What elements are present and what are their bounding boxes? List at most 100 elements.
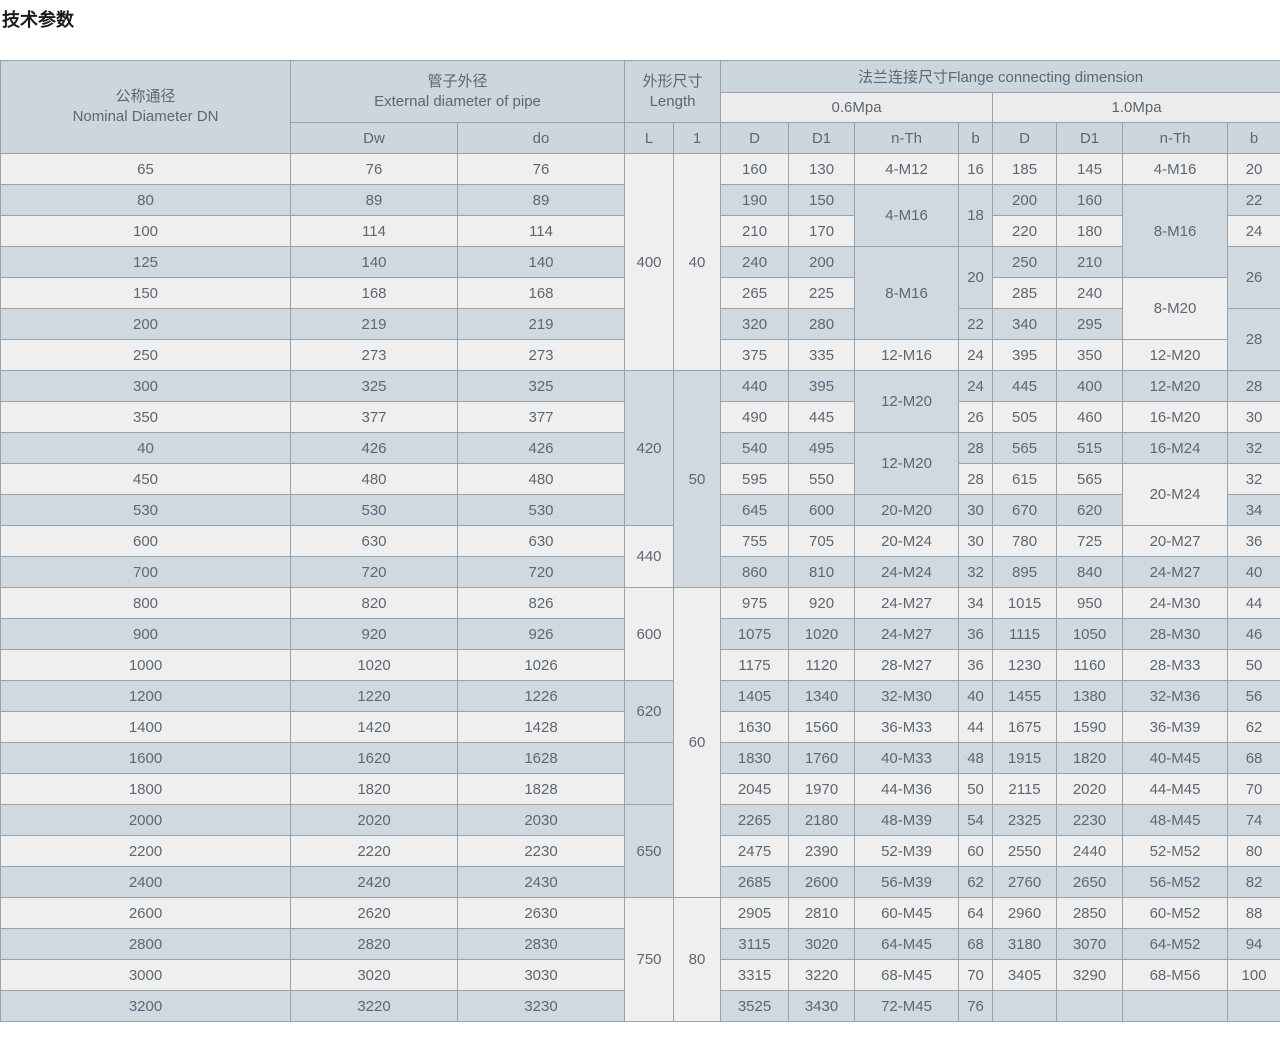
table-row: 1600 1620 1628 1830 1760 40-M33 48 1915 1820 40-M… xyxy=(0,742,1280,805)
header-col-l: 1 xyxy=(673,122,722,154)
table-body: 65 76 76 400 40 160 130 4-M12 16 185 145 4-M16 20 80 8… xyxy=(0,153,1280,1022)
header-col-dw: Dw xyxy=(290,122,458,154)
table-cell: 32-M30 xyxy=(854,680,960,712)
table-cell: 32 xyxy=(958,556,994,588)
table-cell: 595 xyxy=(720,463,790,495)
table-cell: 250 xyxy=(992,246,1058,278)
table-cell: 550 xyxy=(788,463,856,495)
table-cell: 76 xyxy=(958,990,994,1022)
table-cell: 8-M16 xyxy=(854,246,960,340)
table-cell: 16-M20 xyxy=(1122,401,1229,433)
table-cell: 1000 xyxy=(0,649,291,681)
table-cell: 840 xyxy=(1056,556,1124,588)
table-row: 1800 1820 1828 2045 1970 44-M36 50 2115 2020 44-M… xyxy=(0,773,1280,805)
table-row: 900 920 926 1075 1020 24-M27 36 1115 1050 28-M30 4… xyxy=(0,618,1280,650)
table-cell: 1830 xyxy=(720,742,790,774)
table-cell: 68-M56 xyxy=(1122,959,1229,991)
table-cell: 2685 xyxy=(720,866,790,898)
table-cell: 2905 xyxy=(720,897,790,929)
table-cell: 12-M20 xyxy=(1122,339,1229,371)
table-cell: 630 xyxy=(456,525,626,557)
table-cell: 340 xyxy=(992,308,1058,340)
table-cell: 480 xyxy=(290,463,458,495)
table-cell: 12-M20 xyxy=(854,432,960,495)
table-row: 200 219 219 320 280 22 340 295 28 xyxy=(0,308,1280,371)
header-col-b-10: b xyxy=(1227,122,1280,154)
table-cell: 645 xyxy=(720,494,790,526)
header-nominal-diameter-zh: 公称通径 xyxy=(115,88,176,105)
table-cell: 1970 xyxy=(788,773,856,805)
table-cell: 3020 xyxy=(290,959,458,991)
table-cell xyxy=(1056,990,1124,1022)
table-cell: 1455 xyxy=(992,680,1058,712)
table-cell: 89 xyxy=(290,184,458,216)
table-row: 800 820 826 600 60 975 920 24-M27 34 1015 950 24-M3… xyxy=(0,587,1280,898)
table-cell: 40-M45 xyxy=(1122,742,1229,774)
table-cell: 44-M45 xyxy=(1122,773,1229,805)
table-cell: 975 xyxy=(720,587,790,619)
header-pressure-10mpa: 1.0Mpa xyxy=(992,92,1280,123)
table-cell: 725 xyxy=(1056,525,1124,557)
table-cell: 24 xyxy=(1227,215,1280,247)
table-cell: 2810 xyxy=(788,897,856,929)
table-cell: 4-M16 xyxy=(854,184,960,247)
table-cell: 250 xyxy=(0,339,291,371)
table-cell: 32 xyxy=(1227,463,1280,495)
table-cell: 18 xyxy=(958,184,994,247)
table-cell: 3180 xyxy=(992,928,1058,960)
table-cell: 3405 xyxy=(992,959,1058,991)
table-cell: 2550 xyxy=(992,835,1058,867)
table-row: 2400 2420 2430 2685 2600 56-M39 62 2760 2650 56-M… xyxy=(0,866,1280,898)
table-cell: 74 xyxy=(1227,804,1280,836)
table-cell: 40 xyxy=(0,432,291,464)
header-nominal-diameter: 公称通径 Nominal Diameter DN xyxy=(0,60,291,154)
table-cell: 20-M24 xyxy=(854,525,960,557)
table-cell: 20-M20 xyxy=(854,494,960,526)
table-cell: 80 xyxy=(0,184,291,216)
table-cell: 495 xyxy=(788,432,856,464)
table-cell: 200 xyxy=(0,308,291,340)
table-cell: 22 xyxy=(958,308,994,340)
table-cell: 320 xyxy=(720,308,790,340)
table-cell: 540 xyxy=(720,432,790,464)
table-cell: 1200 xyxy=(0,680,291,712)
table-cell: 28-M27 xyxy=(854,649,960,681)
table-cell: 1340 xyxy=(788,680,856,712)
table-cell: 30 xyxy=(1227,401,1280,433)
table-cell: 670 xyxy=(992,494,1058,526)
table-cell: 16-M24 xyxy=(1122,432,1229,464)
table-cell: 60-M52 xyxy=(1122,897,1229,929)
table-cell: 780 xyxy=(992,525,1058,557)
table-cell: 350 xyxy=(1056,339,1124,371)
table-cell: 395 xyxy=(992,339,1058,371)
table-cell: 895 xyxy=(992,556,1058,588)
header-col-d-10: D xyxy=(992,122,1058,154)
table-row: 3200 3220 3230 3525 3430 72-M45 76 xyxy=(0,990,1280,1022)
table-cell: 82 xyxy=(1227,866,1280,898)
table-cell: 36-M39 xyxy=(1122,711,1229,743)
table-cell: 100 xyxy=(0,215,291,247)
table-cell: 40 xyxy=(673,153,722,371)
table-cell: 64 xyxy=(958,897,994,929)
table-cell: 28 xyxy=(1227,370,1280,402)
table-cell: 720 xyxy=(290,556,458,588)
table-cell: 750 xyxy=(624,897,675,1022)
table-cell: 1380 xyxy=(1056,680,1124,712)
table-cell: 76 xyxy=(456,153,626,185)
table-cell: 50 xyxy=(673,370,722,588)
table-cell: 12-M20 xyxy=(854,370,960,433)
table-cell: 36 xyxy=(958,649,994,681)
header-length: 外形尺寸 Length xyxy=(624,60,722,123)
table-cell: 1175 xyxy=(720,649,790,681)
table-cell: 375 xyxy=(720,339,790,371)
table-row: 1400 1420 1428 1630 1560 36-M33 44 1675 1590 36-M… xyxy=(0,711,1280,743)
table-cell: 20 xyxy=(1227,153,1280,185)
table-cell: 114 xyxy=(290,215,458,247)
table-row: 2000 2020 2030 650 2265 2180 48-M39 54 2325 2230 4… xyxy=(0,804,1280,898)
table-cell: 395 xyxy=(788,370,856,402)
table-cell: 440 xyxy=(720,370,790,402)
table-cell: 325 xyxy=(290,370,458,402)
table-cell: 3200 xyxy=(0,990,291,1022)
table-cell: 1600 xyxy=(0,742,291,774)
table-cell: 426 xyxy=(456,432,626,464)
